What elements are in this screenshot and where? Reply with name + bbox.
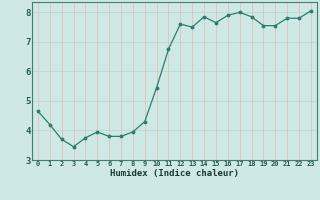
X-axis label: Humidex (Indice chaleur): Humidex (Indice chaleur) [110, 169, 239, 178]
